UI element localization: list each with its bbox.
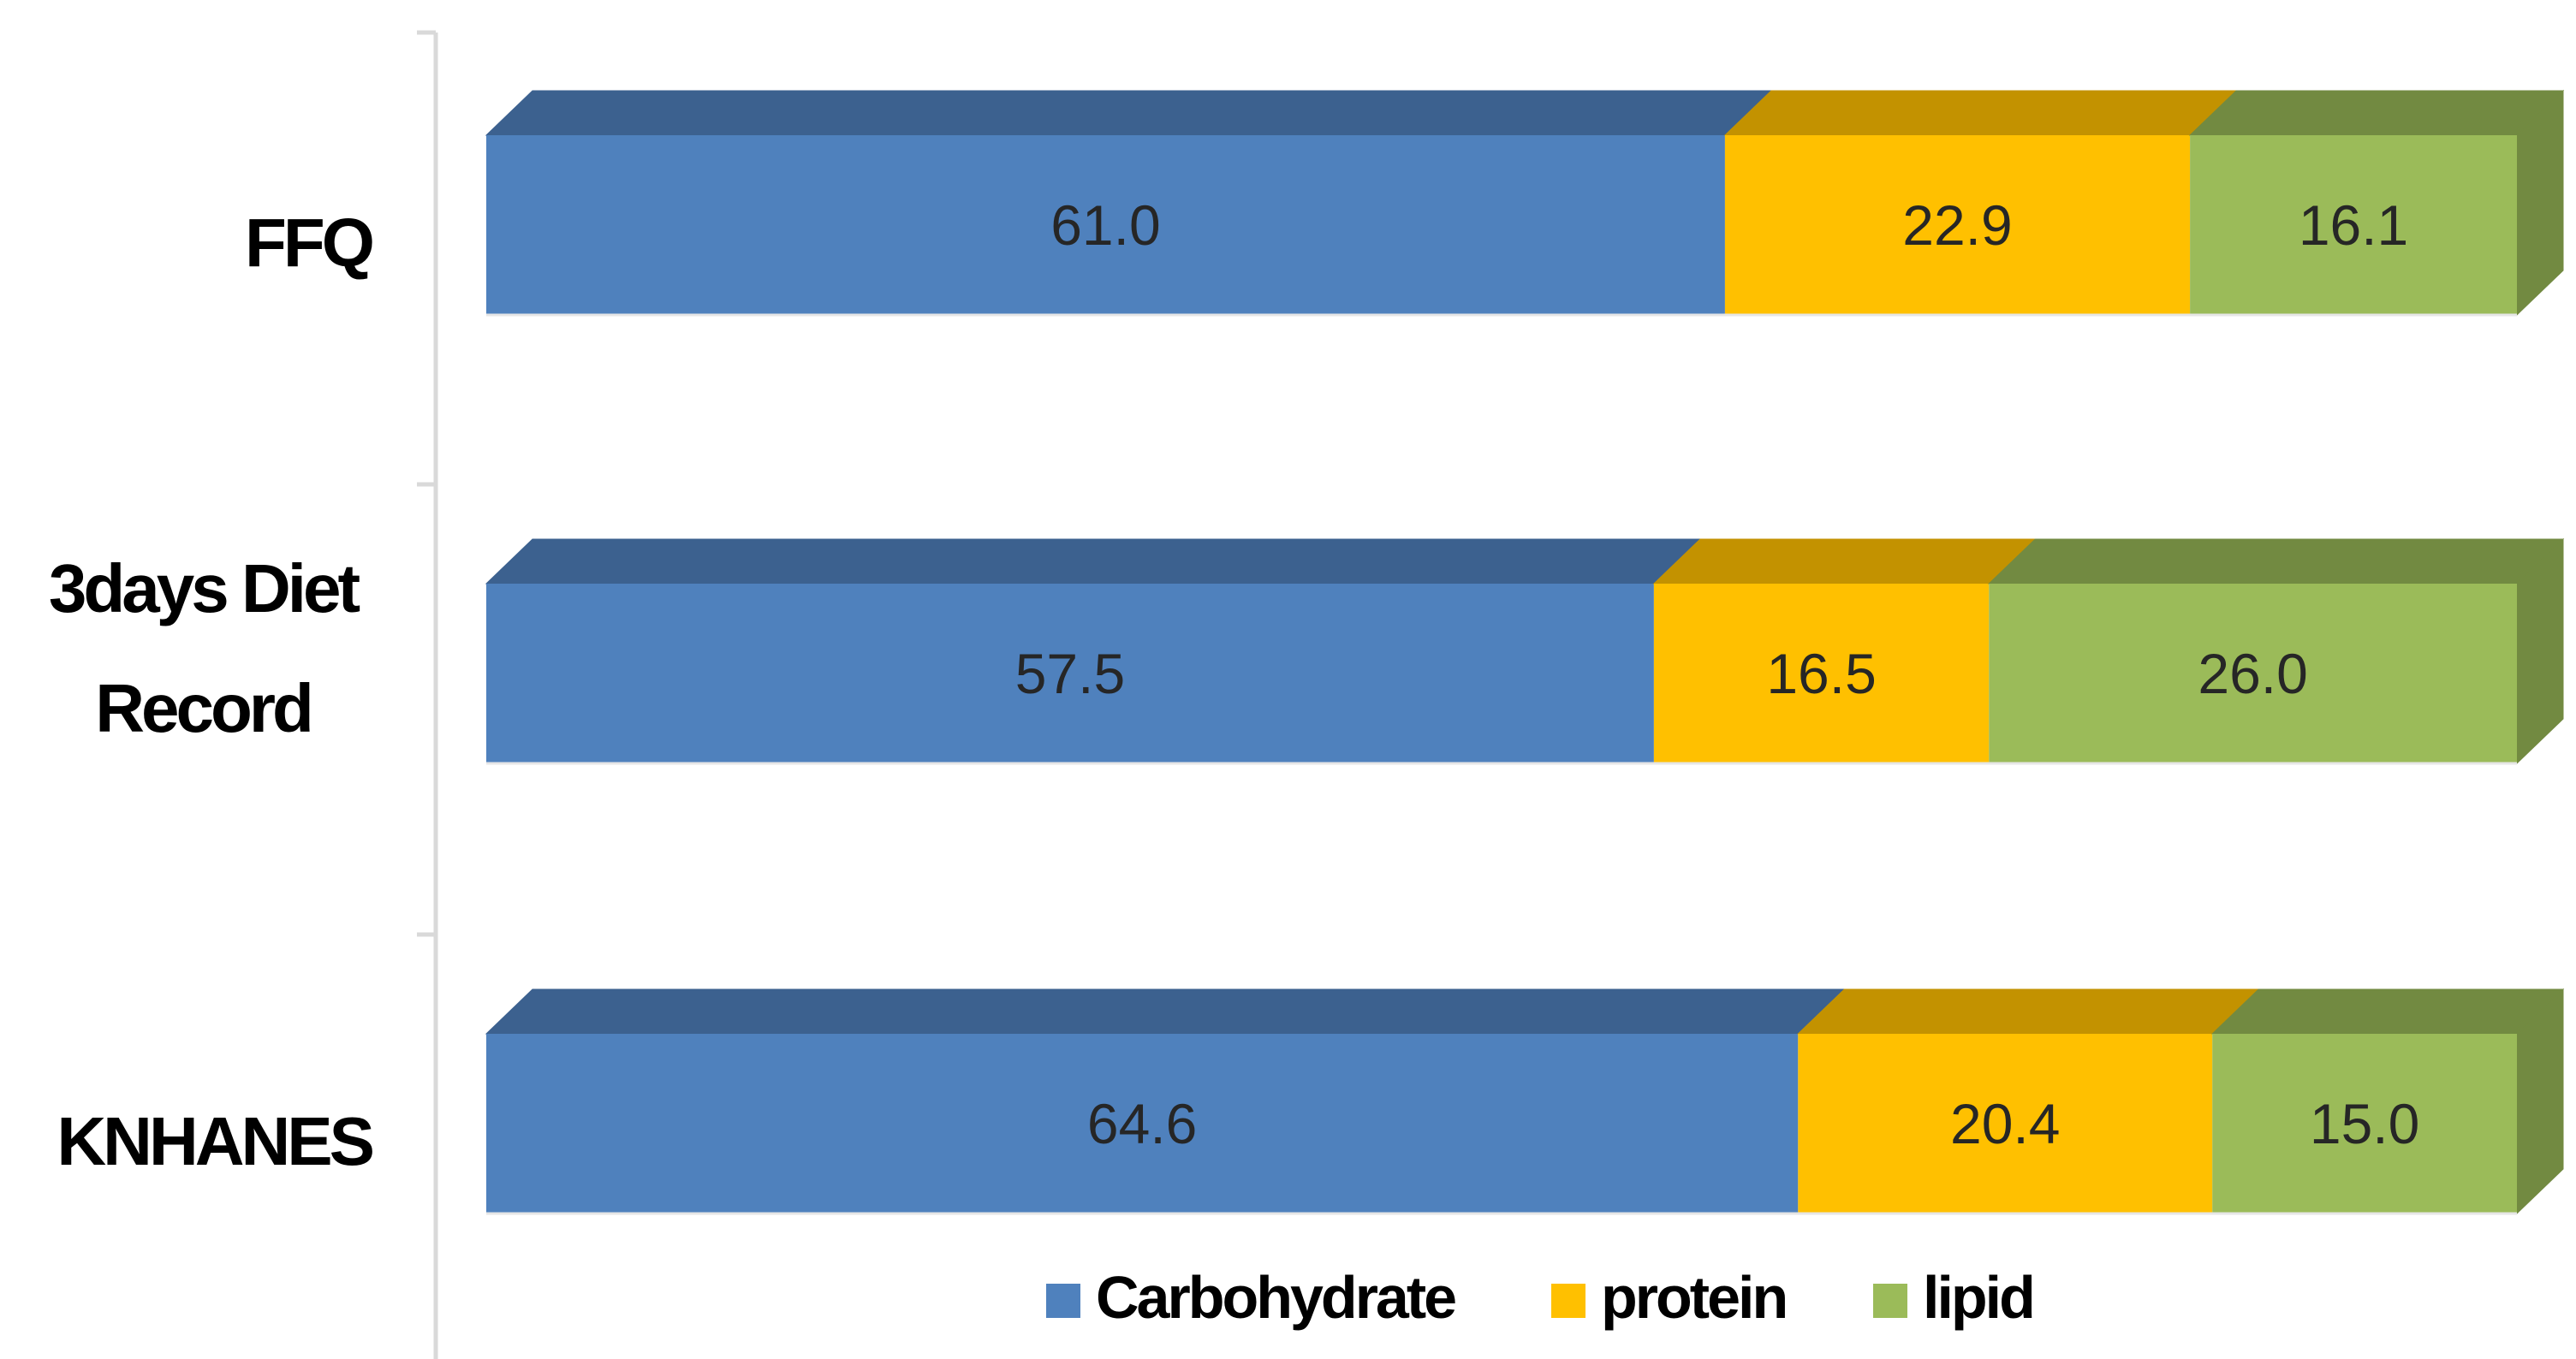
data-label-3days-diet-record-protein: 16.5 xyxy=(1766,642,1876,705)
data-label-3days-diet-record-lipid: 26.0 xyxy=(2198,642,2307,705)
data-label-3days-diet-record-carbohydrate: 57.5 xyxy=(1015,642,1125,705)
data-label-ffq-carbohydrate: 61.0 xyxy=(1050,193,1160,257)
bar-3days-diet-record-lipid xyxy=(1989,584,2517,763)
data-label-ffq-lipid: 16.1 xyxy=(2299,193,2408,257)
bar-3days-diet-record-carbohydrate xyxy=(486,584,1654,763)
legend-swatch-carbohydrate xyxy=(1046,1284,1080,1318)
legend-label-protein: protein xyxy=(1601,1264,1786,1331)
bar-3days-diet-record-lipid-top xyxy=(1988,538,2565,585)
legend-label-carbohydrate: Carbohydrate xyxy=(1096,1264,1455,1331)
bar-knhanes-carbohydrate xyxy=(486,1034,1799,1214)
category-label-3days-diet-record-line-1: 3days Diet xyxy=(49,550,360,626)
bar-knhanes-lipid xyxy=(2212,1034,2517,1214)
data-label-knhanes-protein: 20.4 xyxy=(1950,1092,2060,1155)
legend-swatch-protein xyxy=(1551,1284,1585,1318)
data-label-ffq-protein: 22.9 xyxy=(1902,193,2012,257)
bar-ffq-protein-top xyxy=(1723,90,2238,136)
data-label-knhanes-carbohydrate: 64.6 xyxy=(1087,1092,1197,1155)
legend-label-lipid: lipid xyxy=(1923,1264,2033,1331)
category-label-ffq: FFQ xyxy=(245,205,372,281)
bar-ffq-lipid xyxy=(2190,135,2517,315)
category-label-knhanes: KNHANES xyxy=(57,1103,372,1179)
bar-ffq-lipid-top xyxy=(2188,90,2565,136)
data-label-knhanes-lipid: 15.0 xyxy=(2310,1092,2419,1155)
bar-knhanes-protein-top xyxy=(1797,988,2260,1035)
bar-ffq-carbohydrate-top xyxy=(485,90,1773,136)
bar-knhanes-lipid-top xyxy=(2210,988,2565,1035)
bar-ffq-protein xyxy=(1724,135,2191,315)
bar-knhanes-protein xyxy=(1798,1034,2213,1214)
bar-3days-diet-record-carbohydrate-top xyxy=(485,538,1702,585)
bar-knhanes-carbohydrate-top xyxy=(485,988,1846,1035)
bar-3days-diet-record-protein xyxy=(1653,584,1990,763)
category-label-3days-diet-record-line-2: Record xyxy=(95,670,311,746)
legend-swatch-lipid xyxy=(1873,1284,1907,1318)
bar-3days-diet-record-protein-top xyxy=(1652,538,2037,585)
bar-ffq-carbohydrate xyxy=(486,135,1725,315)
